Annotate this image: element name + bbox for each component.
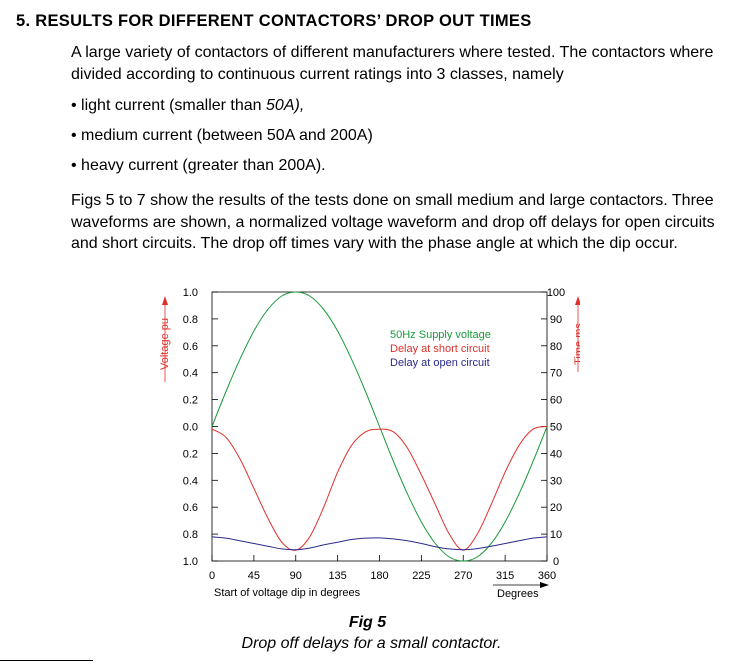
x-axis-arrow <box>540 582 549 588</box>
left-tick-label: 0.0 <box>183 422 198 434</box>
paragraph-figures: Figs 5 to 7 show the results of the test… <box>71 192 715 252</box>
x-tick-label: 180 <box>370 570 388 582</box>
x-tick-label: 0 <box>209 570 215 582</box>
left-tick-label: 0.2 <box>183 395 198 407</box>
left-tick-label: 1.0 <box>183 556 198 568</box>
previous-page-cut-text: ▔▔▔▔▔ ▔▔▔▔ ▔▔▔ ▔▔▔▔▔▔ ▔▔ ▔▔▔▔▔▔▔▔▔▔ ▔▔▔▔… <box>0 0 743 4</box>
left-tick-label: 1.0 <box>183 287 198 299</box>
series-line-short-circuit-delay <box>211 426 548 551</box>
x-tick-label: 135 <box>328 570 346 582</box>
figure-caption: Drop off delays for a small contactor. <box>241 635 502 652</box>
chart-ticks: 1.00.80.60.40.20.00.20.40.60.81.01009080… <box>183 287 565 582</box>
x-tick-label: 270 <box>454 570 472 582</box>
right-tick-label: 50 <box>550 422 562 434</box>
right-tick-label: 80 <box>550 341 562 353</box>
left-tick-label: 0.4 <box>183 475 198 487</box>
x-tick-label: 315 <box>496 570 514 582</box>
chart-labels: 50Hz Supply voltage Delay at short circui… <box>159 296 580 600</box>
figure-number: Fig 5 <box>348 614 387 631</box>
left-axis-arrow <box>162 296 168 305</box>
bullet-heavy-current: • heavy current (greater than 200A). <box>71 157 326 175</box>
x-axis-title: Start of voltage dip in degrees <box>214 587 361 599</box>
x-tick-label: 90 <box>290 570 302 582</box>
bullet-light-current: • light current (smaller than 50A), <box>71 97 304 115</box>
bullet-text: • light current (smaller than <box>71 97 267 114</box>
legend-entry: 50Hz Supply voltage <box>390 329 491 341</box>
bullet-italic: 50A), <box>266 97 305 114</box>
x-axis-unit-label: Degrees <box>497 588 539 600</box>
left-tick-label: 0.6 <box>183 341 198 353</box>
right-tick-label: 10 <box>550 529 562 541</box>
x-tick-label: 360 <box>538 570 556 582</box>
legend-entry: Delay at open circuit <box>390 357 490 369</box>
x-tick-label: 225 <box>412 570 430 582</box>
bullet-text: • medium current (between 50A and 200A) <box>71 127 373 144</box>
right-tick-label: 90 <box>550 314 562 326</box>
right-axis-title: Time ms <box>573 323 580 365</box>
left-tick-label: 0.4 <box>183 368 198 380</box>
section-heading: 5. RESULTS FOR DIFFERENT CONTACTORS’ DRO… <box>16 12 532 30</box>
right-tick-label: 40 <box>550 448 562 460</box>
drop-off-chart: 1.00.80.60.40.20.00.20.40.60.81.01009080… <box>159 287 580 600</box>
paragraph-intro: A large variety of contactors of differe… <box>71 44 714 83</box>
series-line-supply-voltage <box>211 291 548 562</box>
bullet-medium-current: • medium current (between 50A and 200A) <box>71 127 373 145</box>
chart-series <box>211 291 548 562</box>
right-tick-label: 100 <box>547 287 565 299</box>
left-tick-label: 0.8 <box>183 314 198 326</box>
series-line-open-circuit-delay <box>211 536 548 551</box>
right-tick-label: 30 <box>550 475 562 487</box>
right-axis-arrow <box>575 296 580 305</box>
x-tick-label: 45 <box>248 570 260 582</box>
bullet-text: • heavy current (greater than 200A). <box>71 157 326 174</box>
right-tick-label: 60 <box>550 395 562 407</box>
left-tick-label: 0.2 <box>183 448 198 460</box>
right-tick-label: 20 <box>550 502 562 514</box>
left-tick-label: 0.6 <box>183 502 198 514</box>
footnote-rule <box>0 660 93 661</box>
right-tick-label: 70 <box>550 368 562 380</box>
left-tick-label: 0.8 <box>183 529 198 541</box>
right-tick-label: 0 <box>553 556 559 568</box>
legend-entry: Delay at short circuit <box>390 343 490 355</box>
